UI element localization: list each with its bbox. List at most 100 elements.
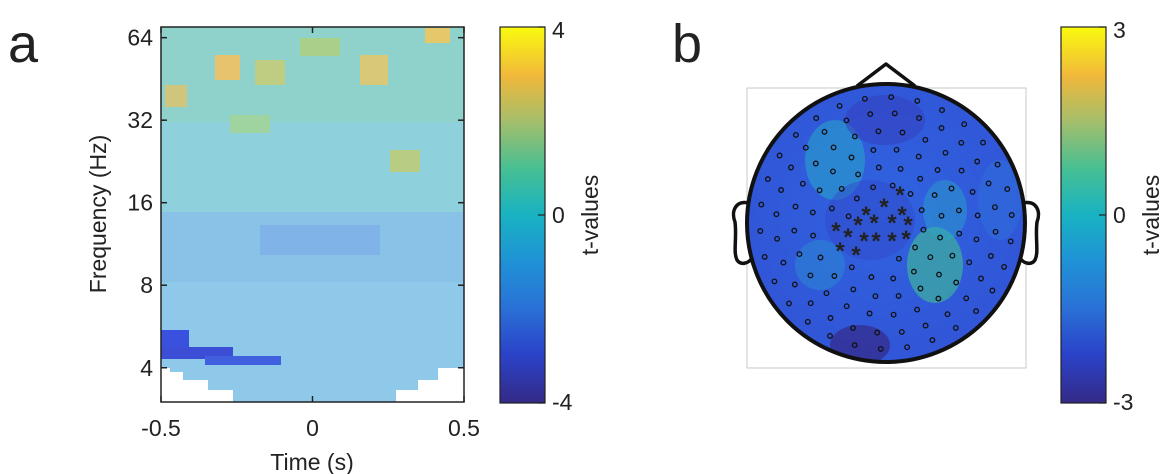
topo-significant-channel: * [895, 182, 905, 209]
topo-head-outline [745, 82, 1027, 364]
tf-y-tick-label: 16 [127, 190, 153, 216]
topo-channel [848, 264, 855, 271]
topo-channel [810, 232, 817, 239]
topo-channel [757, 228, 764, 234]
topo-significant-channel: * [869, 210, 879, 237]
topo-significant-channel: * [901, 226, 911, 253]
topo-channel [980, 139, 986, 146]
topo-channel [761, 253, 768, 260]
topo-channel [978, 275, 984, 282]
topo-significant-channel: * [843, 224, 853, 251]
topo-channel [872, 293, 879, 300]
topo-channel [916, 115, 922, 122]
tf-blob [300, 38, 340, 56]
topo-channel [821, 128, 828, 135]
topo-channel [942, 149, 949, 156]
topo-channel [776, 152, 783, 159]
tf-y-tick-label: 4 [140, 355, 153, 381]
topo-significant-channel: * [859, 228, 869, 255]
topo-significant-channel: * [853, 212, 863, 239]
topo-channel [796, 251, 803, 258]
tf-blob [390, 150, 420, 172]
topo-channel [920, 226, 927, 233]
colorbar-b: 3 0 -3 t-values [1060, 17, 1164, 415]
topo-channel [992, 228, 999, 235]
topo-nose [855, 62, 917, 88]
topo-significant-channel: * [831, 218, 841, 245]
topo-channel [778, 187, 785, 193]
topo-channel [850, 286, 857, 293]
colorbar-b-tick-max: 3 [1113, 17, 1126, 43]
colorbar-b-bar [1060, 26, 1107, 404]
topo-channel [899, 129, 906, 136]
topo-channel [791, 227, 798, 234]
topo-channel [914, 97, 921, 104]
topo-channel [922, 136, 929, 143]
topo-channel [788, 164, 794, 171]
topo-channel [973, 308, 980, 315]
tf-blob [230, 115, 270, 133]
topo-channel [855, 171, 862, 178]
topo-significant-channel: * [861, 202, 871, 229]
topo-channel [889, 182, 896, 189]
topo-channel [870, 147, 877, 154]
topo-channel [890, 311, 897, 318]
topo-channel [949, 252, 956, 259]
topo-channel [812, 160, 819, 167]
topo-channel [917, 175, 924, 182]
topo-channel [974, 158, 981, 165]
colorbar-b-label: t-values [1138, 175, 1164, 256]
topo-channel [937, 234, 944, 241]
topo-channel [907, 190, 914, 197]
topo-channel [991, 204, 998, 211]
tf-blob [360, 55, 388, 85]
tf-cluster [205, 356, 281, 365]
topo-channel [764, 176, 771, 183]
colorbar-a-tick-min: -4 [552, 389, 573, 415]
topo-significant-channel: * [887, 228, 897, 255]
topo-channel [963, 295, 970, 302]
topo-channel [774, 235, 781, 242]
topo-channel [956, 230, 963, 237]
topo-channel [934, 167, 941, 173]
topo-channel [989, 287, 996, 294]
topo-channel [877, 345, 884, 352]
topo-channel [890, 275, 897, 282]
topo-channel [802, 144, 809, 151]
tf-mask-right [396, 368, 464, 402]
topo-channel [867, 111, 874, 118]
tf-x-tick-label: 0.5 [448, 415, 480, 441]
colorbar-a: 4 0 -4 t-values [499, 17, 603, 415]
colorbar-a-tick-zero: 0 [552, 202, 565, 228]
topo-blob [978, 160, 1022, 240]
topo-channel [853, 195, 860, 202]
colorbar-b-tick-min: -3 [1113, 389, 1133, 415]
tf-blob [165, 85, 187, 107]
topo-significant-channel: * [897, 202, 907, 229]
topo-channel [922, 322, 929, 329]
topo-channel [807, 272, 814, 279]
topo-channel [904, 344, 911, 351]
panel-letter-b: b [672, 14, 702, 74]
topo-channel [816, 187, 823, 194]
topo-channel [961, 121, 968, 128]
topo-channel [807, 300, 814, 307]
topo-channel [843, 117, 850, 124]
tf-band-theta [161, 282, 464, 402]
topo-channel [898, 328, 905, 335]
topo-significant-channel: * [903, 212, 913, 239]
topo-blob [825, 180, 915, 260]
topo-channel [830, 168, 836, 175]
topo-channel [875, 164, 882, 171]
topo-channel [952, 324, 959, 331]
topo-channel [804, 318, 811, 325]
topo-channel [838, 185, 845, 192]
topo-channel [953, 279, 960, 286]
topo-channel [1007, 238, 1014, 245]
topo-significant-channel: * [851, 242, 861, 269]
tf-y-tick-label: 64 [127, 25, 153, 51]
colorbar-a-tick-max: 4 [552, 17, 565, 43]
topo-significant-channel: * [835, 238, 845, 265]
topo-channel [895, 292, 902, 299]
topo-channel [955, 207, 962, 214]
